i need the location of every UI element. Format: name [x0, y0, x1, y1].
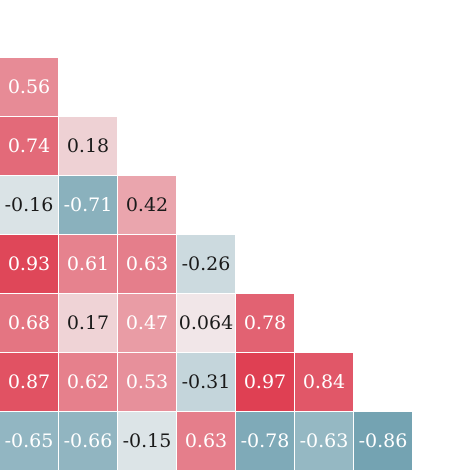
heatmap-cell	[0, 176, 58, 234]
heatmap-cell-label: -0.78	[241, 430, 290, 452]
heatmap-cell-label: 0.93	[8, 253, 50, 275]
heatmap-cell-label: -0.16	[5, 194, 54, 216]
heatmap-cell	[0, 412, 58, 470]
heatmap-cell	[118, 412, 176, 470]
heatmap-cell	[59, 235, 117, 293]
heatmap-cell	[59, 353, 117, 411]
heatmap-cell-label: -0.65	[5, 430, 54, 452]
heatmap-cell-label: -0.15	[123, 430, 172, 452]
heatmap-cell	[0, 58, 58, 116]
heatmap-cell	[177, 235, 235, 293]
heatmap-cell	[118, 235, 176, 293]
heatmap-cell-label: 0.62	[67, 371, 109, 393]
heatmap-cell	[59, 412, 117, 470]
heatmap-cell-label: 0.68	[8, 312, 50, 334]
heatmap-cell	[0, 353, 58, 411]
heatmap-cell-label: -0.86	[359, 430, 408, 452]
heatmap-cell	[59, 294, 117, 352]
heatmap-cell	[118, 176, 176, 234]
heatmap-cell-label: 0.42	[126, 194, 168, 216]
heatmap-cell-label: -0.71	[64, 194, 113, 216]
heatmap-cell	[0, 117, 58, 175]
heatmap-cell	[59, 117, 117, 175]
heatmap-cell-label: 0.61	[67, 253, 109, 275]
heatmap-cell-label: 0.63	[126, 253, 168, 275]
heatmap-cell	[177, 294, 235, 352]
heatmap-cell-label: 0.064	[179, 312, 233, 334]
heatmap-cell-label: 0.18	[67, 135, 109, 157]
heatmap-cell	[118, 294, 176, 352]
heatmap-cell	[0, 294, 58, 352]
heatmap-cell	[59, 176, 117, 234]
heatmap-cell-label: -0.66	[64, 430, 113, 452]
heatmap-cell	[236, 412, 294, 470]
heatmap-cell	[177, 353, 235, 411]
heatmap-cell-label: -0.63	[300, 430, 349, 452]
heatmap-cell-label: 0.53	[126, 371, 168, 393]
heatmap-cell-label: 0.78	[244, 312, 286, 334]
heatmap-cell-label: -0.26	[182, 253, 231, 275]
heatmap-cell-label: 0.84	[303, 371, 345, 393]
heatmap-cell-label: 0.97	[244, 371, 286, 393]
heatmap-cell-label: 0.56	[8, 76, 50, 98]
heatmap-cell-label: 0.87	[8, 371, 50, 393]
heatmap-cell	[118, 353, 176, 411]
heatmap-cell	[354, 412, 412, 470]
heatmap-cell-label: 0.74	[8, 135, 50, 157]
heatmap-cell	[236, 353, 294, 411]
heatmap-cell-label: 0.63	[185, 430, 227, 452]
heatmap-cell-label: -0.31	[182, 371, 231, 393]
heatmap-cell	[236, 294, 294, 352]
heatmap-cell	[295, 353, 353, 411]
heatmap-cell	[295, 412, 353, 470]
heatmap-cell	[177, 412, 235, 470]
heatmap-cell	[0, 235, 58, 293]
heatmap-cell-label: 0.17	[67, 312, 109, 334]
heatmap-cell-label: 0.47	[126, 312, 168, 334]
